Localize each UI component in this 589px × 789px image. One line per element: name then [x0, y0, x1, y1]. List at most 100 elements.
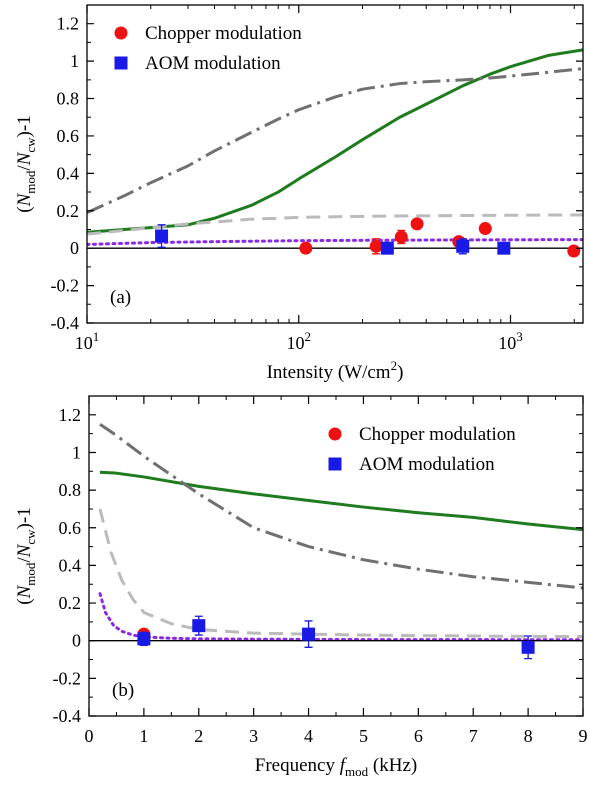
- x-tick-base: 10: [286, 333, 304, 353]
- chopper-point: [567, 244, 581, 258]
- x-tick-label: 8: [524, 726, 533, 746]
- y-tick-label: -0.4: [51, 313, 80, 333]
- x-tick-base: 10: [498, 333, 516, 353]
- y-axis-title-open: (: [14, 206, 35, 212]
- legend-square-marker: [328, 457, 342, 471]
- x-tick-label: 9: [579, 726, 588, 746]
- y-tick-label: 0: [70, 238, 79, 258]
- y-tick-label: -0.2: [51, 276, 80, 296]
- x-tick-label: 1: [139, 726, 148, 746]
- curve-dashed-lightgray: [87, 213, 583, 236]
- data-points: [137, 615, 535, 660]
- chart-panel-b: -0.4 -0.2 0 0.2 0.4 0.6 0.8 1 1.2 0 1 2 3 4 5 6 7 8 9 Frequ…: [14, 395, 588, 779]
- legend-circle-marker: [328, 427, 342, 441]
- y-axis-title-n: N: [14, 543, 35, 558]
- y-tick-label: 0.8: [59, 480, 82, 500]
- legend-square-marker: [114, 56, 128, 70]
- y-axis-title: (Nmod/Ncw)-1: [14, 115, 38, 212]
- curve-dashdot-gray: [87, 67, 583, 215]
- data-points: [155, 217, 581, 258]
- y-axis-title-sub-mod: mod: [23, 562, 38, 586]
- y-axis-title-n: N: [14, 192, 35, 207]
- x-tick-label: 101: [75, 329, 100, 353]
- y-tick-label: 0.2: [57, 201, 80, 221]
- x-axis-title: Intensity (W/cm2): [267, 358, 404, 383]
- x-tick-label: 4: [304, 726, 313, 746]
- x-tick-exponent: 1: [93, 329, 100, 344]
- chopper-point: [394, 230, 408, 244]
- x-tick-label: 2: [194, 726, 203, 746]
- y-tick-label: -0.4: [53, 706, 82, 726]
- y-axis-title-slash: /: [14, 165, 35, 171]
- x-axis-title-sup: 2: [391, 358, 398, 373]
- aom-point: [192, 619, 206, 633]
- aom-point: [380, 241, 394, 255]
- model-curves: [87, 48, 583, 249]
- curve-solid-green: [99, 470, 583, 532]
- x-tick-label: 3: [249, 726, 258, 746]
- aom-point: [456, 239, 470, 253]
- x-axis-title-symbol: f: [340, 755, 348, 776]
- curve-dashed-lightgray: [98, 508, 583, 639]
- aom-point: [155, 229, 169, 243]
- y-axis-title: (Nmod/Ncw)-1: [14, 507, 38, 604]
- y-axis-title-tail: )-1: [14, 115, 35, 137]
- aom-point: [137, 632, 151, 646]
- panel-label: (a): [110, 287, 131, 308]
- y-axis-title-slash: /: [14, 557, 35, 563]
- y-tick-label: -0.2: [53, 668, 82, 688]
- panel-label: (b): [112, 680, 134, 701]
- y-tick-label: 0.8: [57, 89, 80, 109]
- x-tick-base: 10: [75, 333, 93, 353]
- legend-circle-marker: [114, 26, 128, 40]
- y-axis-title-sub-cw: cw: [23, 137, 38, 153]
- x-axis-title-main: Frequency: [255, 755, 340, 776]
- x-tick-exponent: 3: [516, 329, 523, 344]
- y-tick-label: 0.2: [59, 593, 82, 613]
- aom-point: [302, 627, 316, 641]
- x-tick-label: 103: [498, 329, 523, 353]
- y-axis-title-n: N: [14, 151, 35, 166]
- plot-frame: [86, 4, 584, 324]
- y-axis-title-sub-mod: mod: [23, 170, 38, 194]
- y-axis-title-open: (: [14, 598, 35, 604]
- legend: Chopper modulation AOM modulation: [114, 23, 302, 74]
- chopper-point: [369, 239, 383, 253]
- y-tick-label: 1: [72, 442, 81, 462]
- y-tick-label: 0.4: [57, 163, 80, 183]
- y-axis-title-n: N: [14, 584, 35, 599]
- x-axis-title-sub: mod: [345, 764, 369, 779]
- chopper-point: [410, 217, 424, 231]
- legend: Chopper modulation AOM modulation: [328, 424, 516, 475]
- chopper-point: [299, 241, 313, 255]
- x-axis-title: Frequency fmod (kHz): [255, 755, 417, 779]
- x-tick-label: 5: [359, 726, 368, 746]
- y-tick-label: 0.6: [57, 126, 80, 146]
- x-tick-label: 0: [85, 726, 94, 746]
- x-tick-label: 7: [469, 726, 478, 746]
- y-axis-title-sub-cw: cw: [23, 529, 38, 545]
- x-axis-title-tail: ): [397, 362, 403, 383]
- legend-label: AOM modulation: [145, 53, 281, 74]
- x-tick-label: 6: [414, 726, 423, 746]
- x-axis-title-tail: (kHz): [368, 755, 417, 776]
- aom-point: [497, 241, 511, 255]
- x-tick-label: 102: [286, 329, 311, 353]
- aom-point: [521, 640, 535, 654]
- legend-label: Chopper modulation: [145, 23, 302, 44]
- y-tick-label: 0: [72, 631, 81, 651]
- curve-dashdot-gray: [99, 423, 583, 590]
- curve-dotted-purple: [98, 592, 583, 642]
- x-tick-exponent: 2: [304, 329, 311, 344]
- x-axis-title-main: Intensity (W/cm: [267, 362, 391, 383]
- chopper-point: [478, 222, 492, 236]
- y-tick-label: 1.2: [59, 405, 82, 425]
- y-axis-title-tail: )-1: [14, 507, 35, 529]
- model-curves: [89, 423, 583, 642]
- legend-label: AOM modulation: [359, 454, 495, 475]
- y-tick-label: 1.2: [57, 14, 80, 34]
- y-tick-label: 1: [70, 51, 79, 71]
- y-tick-label: 0.4: [59, 555, 82, 575]
